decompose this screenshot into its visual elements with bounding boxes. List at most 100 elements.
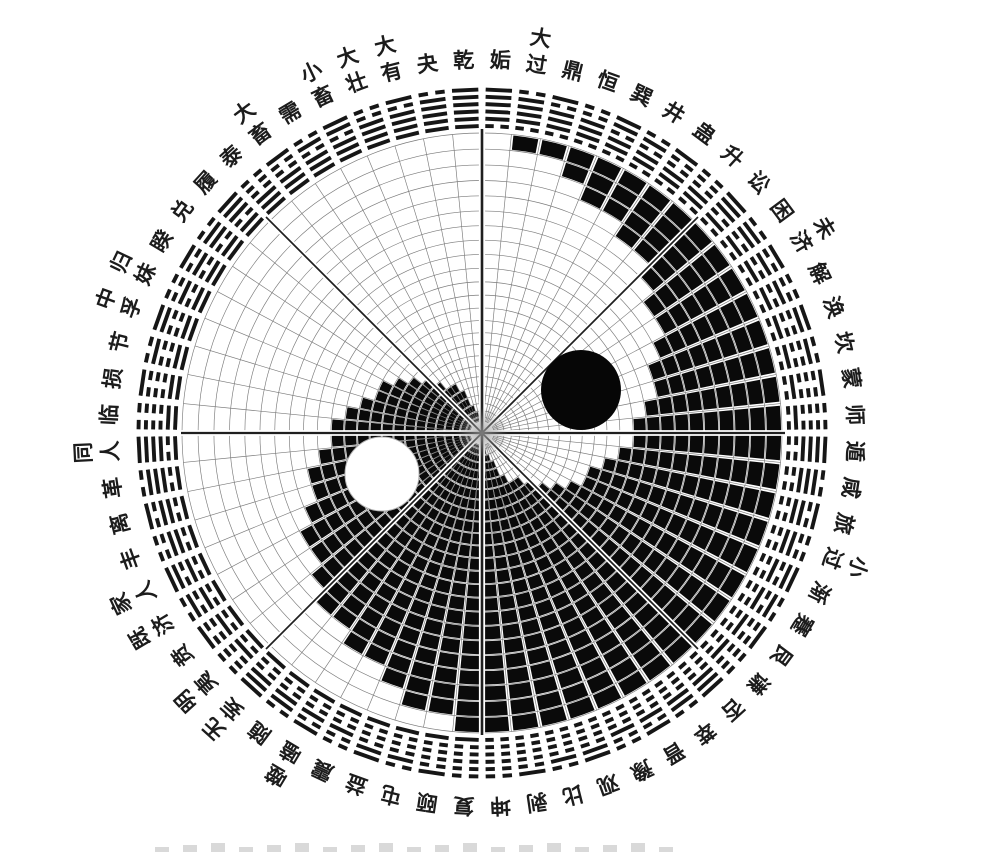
- yin-line: [781, 480, 788, 491]
- yin-line: [170, 291, 179, 302]
- yin-cell: [524, 632, 545, 650]
- yin-line: [678, 196, 687, 205]
- yin-line: [155, 371, 161, 382]
- yin-line: [501, 751, 511, 756]
- yang-line: [452, 94, 479, 101]
- hexagram-symbol-52: [752, 552, 800, 593]
- yin-line: [683, 163, 694, 173]
- hexagram-symbol-34: [544, 94, 579, 141]
- yin-cell: [463, 520, 473, 532]
- yin-cell: [426, 437, 436, 444]
- hexagram-symbol-60: [573, 716, 611, 763]
- grid-spoke: [484, 444, 541, 728]
- hexagram-symbol-39: [678, 168, 724, 216]
- yang-line: [322, 115, 348, 131]
- yin-cell: [391, 559, 410, 577]
- yin-line: [653, 151, 663, 160]
- hexagram-symbol-19: [152, 524, 199, 562]
- yin-line: [774, 346, 781, 356]
- grid-spoke: [340, 443, 477, 698]
- grid-spoke: [187, 435, 471, 492]
- yang-line: [687, 185, 709, 205]
- yin-cell: [451, 483, 460, 494]
- yin-line: [184, 575, 193, 586]
- yin-cell: [427, 442, 437, 449]
- yin-line: [610, 128, 621, 136]
- yin-cell: [331, 492, 348, 510]
- hexagram-symbol-46: [781, 369, 826, 400]
- yin-cell: [441, 451, 450, 459]
- yin-cell: [551, 483, 565, 496]
- yin-cell: [692, 315, 714, 341]
- yin-line: [654, 679, 664, 689]
- yin-cell: [527, 646, 549, 665]
- yin-line: [255, 661, 265, 671]
- yin-cell: [430, 549, 445, 564]
- yang-line: [284, 171, 306, 190]
- yang-line: [288, 178, 310, 196]
- hexagram-label-char: 睽: [146, 226, 177, 256]
- yin-line: [250, 645, 259, 655]
- hexagram-label-char: 讼: [742, 167, 774, 199]
- yang-line: [419, 96, 446, 105]
- yin-cell: [695, 366, 714, 388]
- hexagram-symbol-42: [737, 244, 785, 287]
- yang-line: [329, 722, 354, 738]
- yin-line: [544, 130, 554, 137]
- yin-cell: [746, 379, 764, 405]
- hexagram-label-16: 同人: [71, 440, 123, 463]
- yin-cell: [508, 515, 520, 528]
- yin-cell: [693, 286, 717, 312]
- yin-cell: [593, 481, 609, 497]
- yin-cell: [539, 706, 567, 726]
- yin-cell: [541, 567, 559, 584]
- yang-line: [517, 104, 543, 112]
- yang-line: [196, 625, 216, 650]
- yang-line: [807, 436, 813, 462]
- yin-cell: [470, 545, 482, 558]
- hexagram-label-46: 蒙: [838, 366, 865, 390]
- yin-cell: [761, 376, 780, 404]
- yin-line: [293, 138, 304, 148]
- grid-spoke: [491, 440, 715, 624]
- yin-cell: [674, 414, 689, 432]
- yin-cell: [563, 617, 585, 637]
- yang-line: [485, 94, 512, 101]
- yin-cell: [483, 597, 499, 611]
- yin-line: [578, 735, 588, 742]
- hexagram-symbol-56: [678, 650, 724, 698]
- hexagram-symbol-63: [485, 736, 513, 779]
- hexagram-symbol-27: [322, 703, 363, 751]
- yin-line: [765, 283, 773, 294]
- yin-cell: [554, 497, 568, 512]
- yin-cell: [546, 579, 565, 597]
- grid-spoke: [493, 436, 770, 521]
- yin-cell: [720, 301, 743, 329]
- yang-line: [174, 466, 183, 490]
- yin-cell: [384, 571, 403, 590]
- yang-line: [803, 468, 811, 494]
- yin-cell: [311, 541, 332, 563]
- yin-line: [172, 497, 179, 507]
- yin-line: [771, 541, 779, 551]
- yin-cell: [667, 472, 685, 492]
- yin-cell: [561, 571, 580, 590]
- yin-cell: [436, 424, 445, 429]
- caption-fragment-mark: [379, 843, 393, 852]
- yin-line: [624, 135, 635, 144]
- yin-cell: [447, 387, 456, 397]
- yin-cell: [493, 487, 501, 498]
- yang-line: [455, 124, 479, 130]
- yin-cell: [554, 513, 570, 529]
- yang-line: [197, 552, 212, 576]
- yin-cell: [395, 530, 412, 547]
- yang-line: [584, 749, 611, 763]
- yin-line: [389, 746, 400, 754]
- yin-cell: [706, 531, 729, 558]
- yang-line: [138, 369, 147, 396]
- yin-cell: [716, 508, 738, 534]
- yin-line: [759, 303, 767, 314]
- yin-cell: [664, 203, 693, 231]
- yin-line: [582, 110, 593, 118]
- yang-line: [385, 94, 412, 106]
